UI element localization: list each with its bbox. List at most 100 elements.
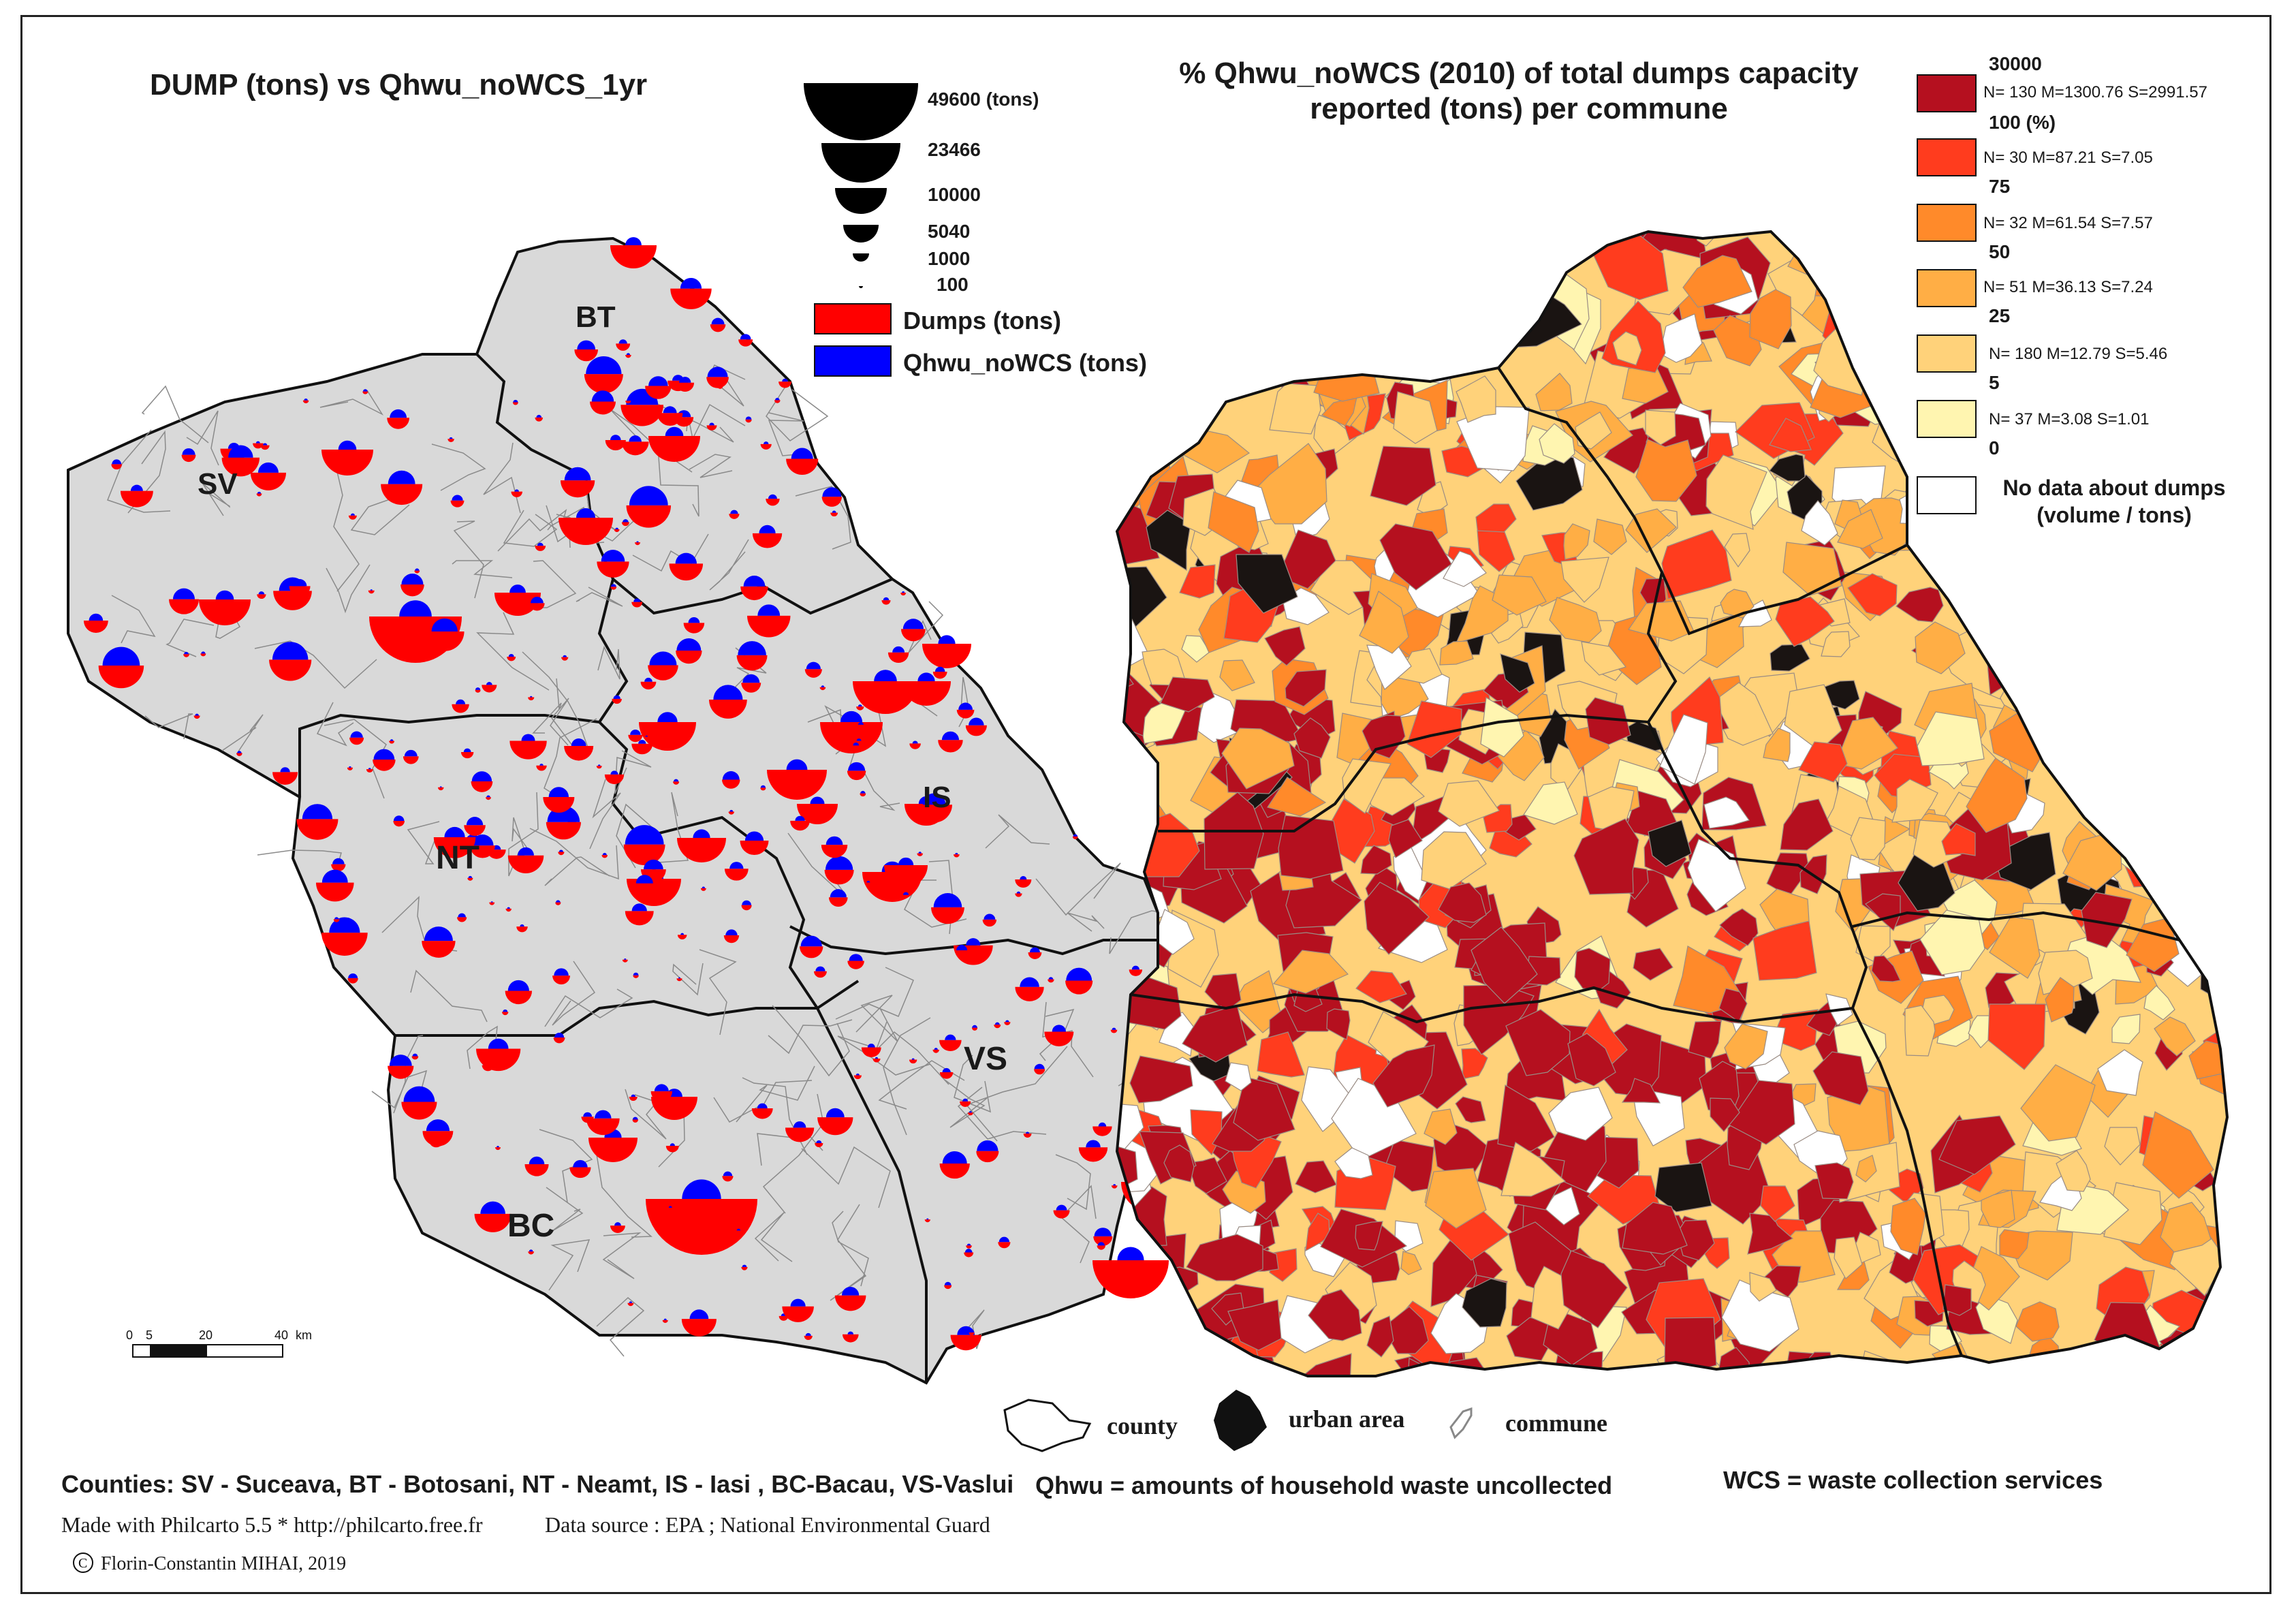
dump-half-symbol bbox=[389, 740, 395, 744]
commune-symbol bbox=[1092, 1247, 1169, 1298]
commune-symbol bbox=[648, 651, 678, 681]
commune-symbol bbox=[625, 399, 631, 404]
dump-half-symbol bbox=[786, 458, 819, 475]
commune-cell bbox=[1837, 509, 1883, 549]
class-stats-1: N= 130 M=1300.76 S=2991.57 bbox=[1983, 83, 2207, 102]
commune-cell bbox=[2156, 296, 2200, 335]
qhwu-half-symbol bbox=[663, 406, 677, 414]
qhwu-half-symbol bbox=[680, 933, 685, 935]
dump-half-symbol bbox=[955, 950, 969, 957]
dump-half-symbol bbox=[528, 1251, 535, 1255]
commune-symbol bbox=[296, 804, 339, 840]
dump-half-symbol bbox=[683, 623, 705, 634]
commune-symbol bbox=[460, 748, 474, 759]
commune-symbol bbox=[676, 377, 695, 392]
commune-cell bbox=[1612, 331, 1642, 366]
commune-boundary bbox=[713, 1080, 813, 1123]
commune-symbol bbox=[924, 1218, 930, 1223]
dump-half-symbol bbox=[200, 653, 206, 657]
class-bound-3: 50 bbox=[1989, 241, 2011, 262]
qhwu-half-symbol bbox=[1020, 875, 1027, 880]
qhwu-half-symbol bbox=[332, 858, 345, 864]
qhwu-half-symbol bbox=[874, 670, 897, 681]
commune-cell bbox=[1278, 232, 1322, 246]
commune-cell bbox=[1573, 818, 1639, 895]
commune-symbol bbox=[625, 353, 631, 358]
commune-symbol bbox=[738, 334, 753, 347]
commune-cell bbox=[1425, 1168, 1487, 1229]
commune-cell bbox=[1855, 1155, 1877, 1183]
symbol-legend bbox=[1003, 1390, 1473, 1452]
qhwu-half-symbol bbox=[591, 390, 614, 402]
qhwu-half-symbol bbox=[730, 510, 738, 514]
commune-symbol bbox=[564, 738, 594, 761]
legend-label-1000: 1000 bbox=[928, 248, 971, 269]
dump-half-symbol bbox=[632, 1119, 639, 1123]
dump-half-symbol bbox=[922, 644, 971, 668]
commune-boundary bbox=[766, 383, 829, 441]
dump-half-symbol bbox=[1078, 1147, 1108, 1162]
commune-cell bbox=[1721, 1279, 1799, 1352]
qhwu-half-symbol bbox=[431, 618, 458, 631]
commune-cell bbox=[2197, 1354, 2227, 1376]
dump-half-symbol bbox=[676, 382, 695, 392]
commune-symbol bbox=[401, 1086, 437, 1120]
commune-symbol bbox=[830, 510, 838, 517]
commune-symbol bbox=[729, 510, 740, 519]
qhwu-half-symbol bbox=[858, 704, 862, 707]
dump-half-symbol bbox=[569, 1167, 591, 1179]
dump-half-symbol bbox=[669, 563, 704, 581]
commune-cell bbox=[1360, 845, 1392, 875]
commune-symbol bbox=[610, 237, 657, 268]
left-map-title: DUMP (tons) vs Qhwu_noWCS_1yr bbox=[150, 68, 648, 102]
legend-symbol-5040 bbox=[843, 225, 879, 243]
dump-half-symbol bbox=[516, 926, 528, 933]
commune-cell bbox=[2111, 1014, 2141, 1044]
commune-boundary bbox=[736, 1065, 815, 1123]
commune-boundary bbox=[855, 995, 898, 1042]
qhwu-half-symbol bbox=[583, 1112, 593, 1117]
commune-boundary bbox=[483, 442, 521, 514]
commune-symbol bbox=[847, 762, 866, 781]
qhwu-half-symbol bbox=[806, 661, 821, 670]
commune-symbol bbox=[610, 1222, 625, 1234]
qhwu-half-symbol bbox=[554, 968, 569, 976]
county-boundary bbox=[1497, 366, 1678, 723]
qhwu-half-symbol bbox=[1034, 1063, 1045, 1070]
dump-half-symbol bbox=[433, 837, 476, 858]
dump-half-symbol bbox=[256, 493, 262, 497]
class-swatch-2 bbox=[1917, 138, 1977, 176]
commune-symbol bbox=[236, 751, 242, 756]
left-map: BT SV NT IS VS BC bbox=[67, 236, 1181, 1385]
commune-symbol bbox=[558, 849, 565, 856]
class-stats-2: N= 30 M=87.21 S=7.05 bbox=[1983, 149, 2153, 167]
commune-cell bbox=[2176, 862, 2227, 918]
commune-cell bbox=[2081, 723, 2124, 772]
county-label-vs: VS bbox=[964, 1041, 1007, 1077]
qhwu-half-symbol bbox=[644, 677, 652, 682]
commune-cell bbox=[2145, 408, 2185, 441]
qhwu-half-symbol bbox=[816, 1140, 822, 1143]
commune-cell bbox=[1801, 500, 1838, 546]
commune-cell bbox=[1355, 970, 1407, 1003]
commune-cell bbox=[2145, 1373, 2174, 1376]
qhwu-half-symbol bbox=[529, 1249, 533, 1252]
commune-symbol bbox=[672, 779, 680, 785]
commune-cell bbox=[1462, 1278, 1507, 1328]
commune-cell bbox=[1718, 988, 1748, 1023]
commune-symbol bbox=[1053, 1204, 1070, 1219]
commune-cell bbox=[1193, 232, 1257, 273]
commune-symbol bbox=[333, 917, 340, 922]
commune-cell bbox=[1500, 653, 1535, 693]
commune-cell bbox=[1835, 717, 1898, 770]
qhwu-half-symbol bbox=[452, 495, 463, 501]
commune-cell bbox=[1301, 1066, 1357, 1132]
commune-cell bbox=[2124, 800, 2145, 830]
dump-half-symbol bbox=[824, 869, 854, 885]
dump-half-symbol bbox=[728, 811, 735, 815]
footer-counties: Counties: SV - Suceava, BT - Botosani, N… bbox=[61, 1470, 1014, 1498]
commune-symbol bbox=[626, 486, 672, 528]
qhwu-half-symbol bbox=[713, 685, 743, 700]
commune-symbol bbox=[939, 1034, 962, 1052]
commune-cell bbox=[1350, 232, 1391, 253]
